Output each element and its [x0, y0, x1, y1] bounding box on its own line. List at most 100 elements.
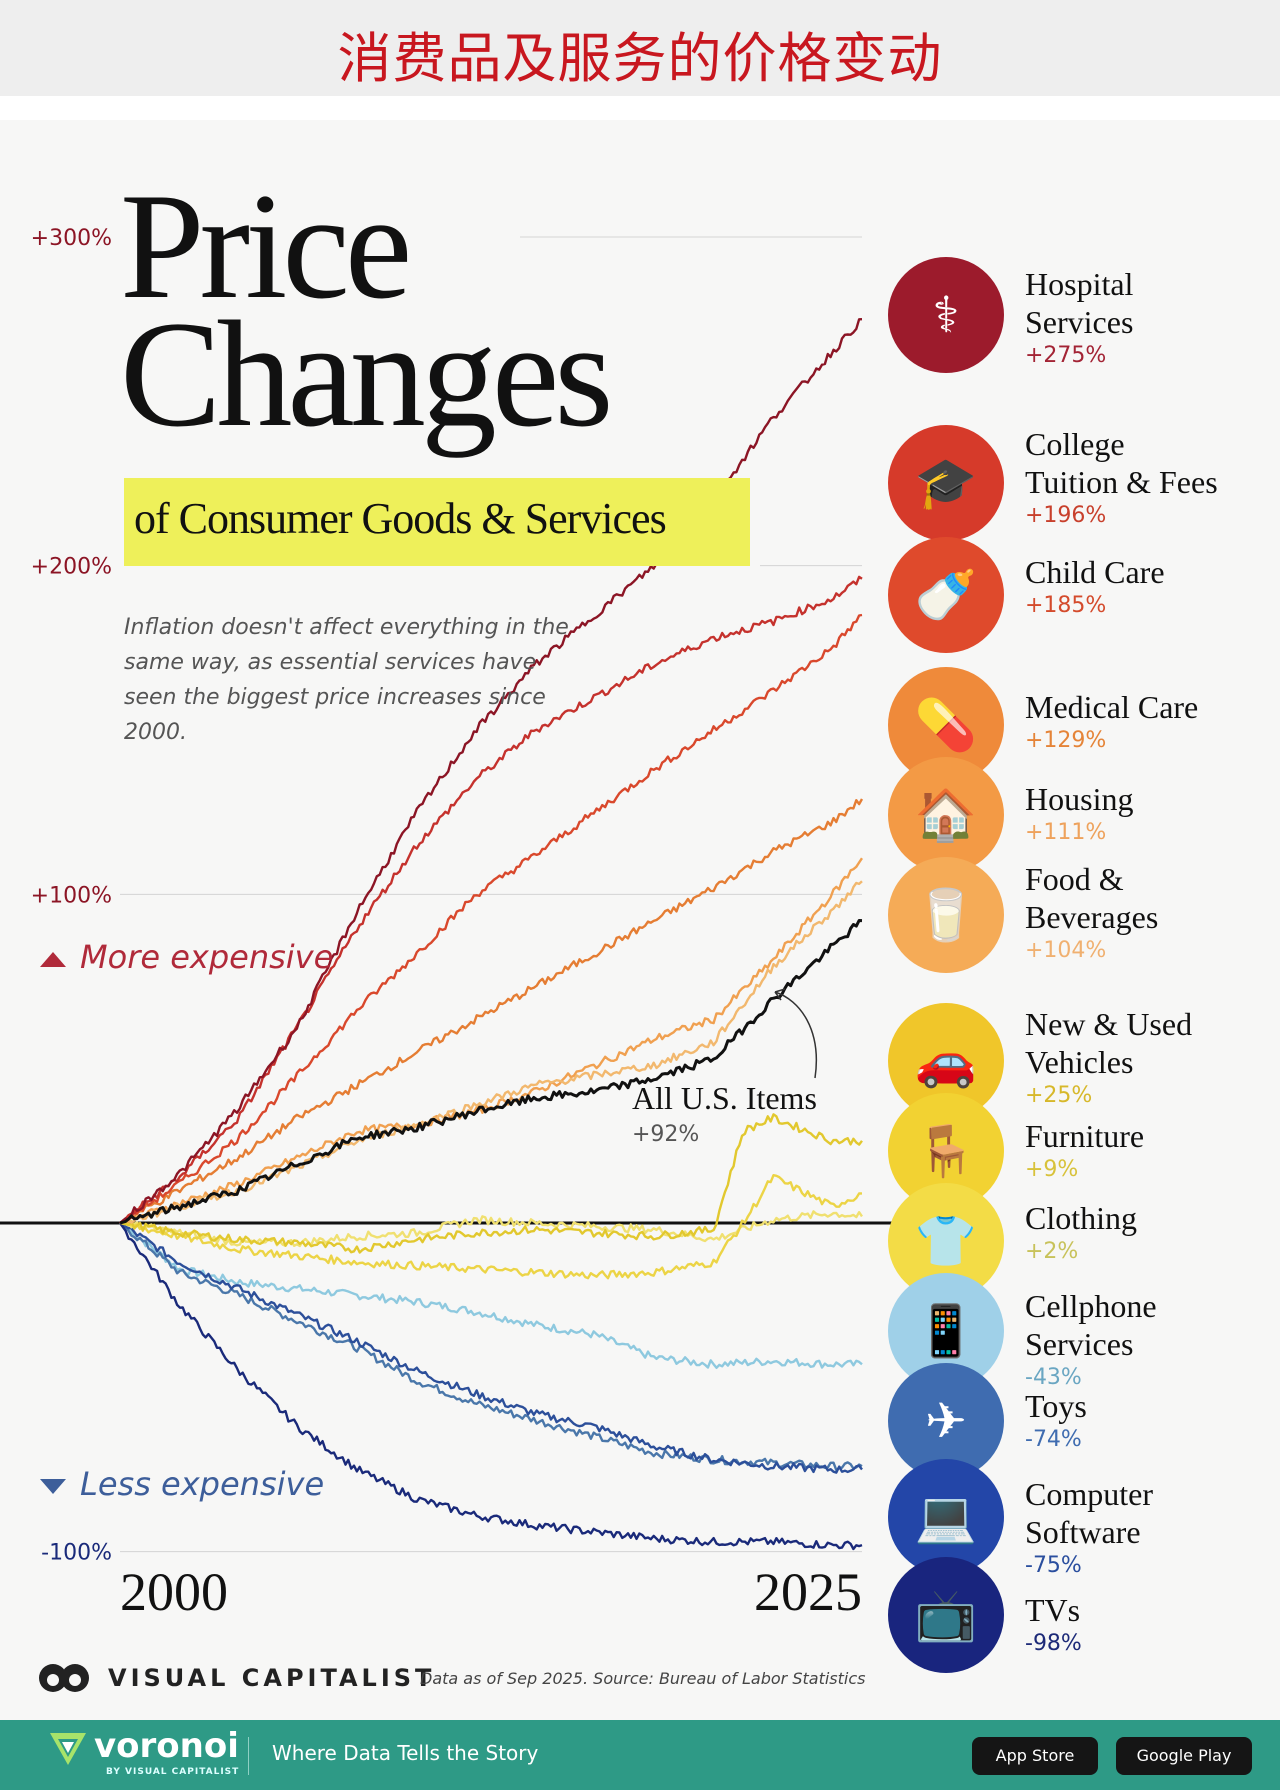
category-name: Computer Software	[1025, 1475, 1275, 1551]
category-name-line: New & Used	[1025, 1006, 1193, 1042]
less-expensive-marker: Less expensive	[40, 1465, 324, 1503]
category-name-line: Computer	[1025, 1476, 1153, 1512]
title-line-2: Changes	[120, 290, 613, 458]
baby-bottle-icon: 🍼	[914, 567, 978, 623]
app-store-button[interactable]: App Store	[972, 1737, 1098, 1775]
series-line-child-care	[119, 613, 863, 1225]
category-pct: +129%	[1025, 728, 1107, 753]
series-line-housing	[119, 857, 863, 1225]
banner-title: 消费品及服务的价格变动	[337, 27, 943, 90]
series-line-all-u-s-items	[119, 919, 863, 1225]
visual-capitalist-logo-icon	[39, 1664, 89, 1692]
y-tick-label: +200%	[31, 555, 112, 580]
stethoscope-icon: ⚕	[932, 287, 960, 343]
down-triangle-icon	[40, 1478, 66, 1494]
subtitle-highlight	[124, 478, 750, 566]
category-name-line: Clothing	[1025, 1200, 1138, 1236]
series-line-medical-care	[119, 798, 864, 1225]
toy-plane-icon: ✈	[925, 1393, 967, 1449]
category-name-line: Medical Care	[1025, 689, 1199, 725]
series-line-food-beverages	[119, 880, 863, 1225]
category-circle: ⚕	[888, 257, 1004, 373]
top-banner: 消费品及服务的价格变动	[0, 0, 1280, 96]
google-play-button[interactable]: Google Play	[1116, 1737, 1252, 1775]
category-pct: -74%	[1025, 1427, 1082, 1452]
phone-icon: 📱	[914, 1303, 978, 1359]
category-name: Clothing	[1025, 1199, 1275, 1237]
footer-tagline: Where Data Tells the Story	[272, 1741, 539, 1765]
armchair-icon: 🪑	[914, 1123, 978, 1179]
category-name-line: TVs	[1025, 1592, 1081, 1628]
category-name: College Tuition & Fees	[1025, 425, 1275, 501]
category-name-line: Toys	[1025, 1388, 1087, 1424]
category-name-line: College	[1025, 426, 1125, 462]
x-tick-label: 2025	[754, 1562, 862, 1622]
category-circle: 🍼	[888, 537, 1004, 653]
line-chart: +300% +200% +100% -100% 2000 2025	[0, 226, 900, 1622]
laptop-icon: 💻	[914, 1489, 978, 1545]
series-line-tvs	[119, 1222, 863, 1551]
category-name-line: Cellphone	[1025, 1288, 1157, 1324]
category-pct: +104%	[1025, 938, 1107, 963]
series-line-new-used-vehicles	[119, 1113, 863, 1254]
category-name: Child Care	[1025, 553, 1275, 591]
series-line-college-tuition-fees	[119, 575, 863, 1224]
voronoi-brand: voronoi	[94, 1726, 239, 1766]
less-expensive-label: Less expensive	[80, 1465, 325, 1503]
series-line-furniture	[119, 1174, 863, 1280]
category-circle: 📺	[888, 1557, 1004, 1673]
category-name-line: Food &	[1025, 861, 1124, 897]
subtitle: of Consumer Goods & Services	[134, 494, 667, 543]
annotation-arrow	[774, 991, 817, 1079]
category-pct: -98%	[1025, 1631, 1082, 1656]
category-name-line: Vehicles	[1025, 1044, 1134, 1080]
tv-icon: 📺	[914, 1587, 978, 1643]
voronoi-byline: BY VISUAL CAPITALIST	[106, 1767, 240, 1777]
category-name: Hospital Services	[1025, 265, 1275, 341]
milk-bottle-icon: 🥛	[914, 887, 978, 943]
series-line-hospital-services	[119, 318, 863, 1224]
category-name: Furniture	[1025, 1117, 1275, 1155]
category-pct: +185%	[1025, 593, 1107, 618]
up-triangle-icon	[40, 951, 66, 967]
category-pct: +2%	[1025, 1239, 1079, 1264]
category-name: Food & Beverages	[1025, 860, 1275, 936]
arrow-head	[774, 988, 786, 1001]
category-name-line: Hospital	[1025, 266, 1134, 302]
category-name: Cellphone Services	[1025, 1287, 1275, 1363]
category-circle: 👕	[888, 1183, 1004, 1299]
category-circle: 🏠	[888, 757, 1004, 873]
category-name-line: Housing	[1025, 781, 1134, 817]
car-icon: 🚗	[914, 1033, 978, 1089]
all-items-label: All U.S. Items	[632, 1080, 817, 1116]
category-pct: -75%	[1025, 1553, 1082, 1578]
category-name-line: Child Care	[1025, 554, 1165, 590]
category-name-line: Tuition & Fees	[1025, 464, 1218, 500]
category-circle: 📱	[888, 1273, 1004, 1389]
y-tick-label: +300%	[31, 226, 112, 251]
category-name: Housing	[1025, 780, 1275, 818]
series-line-computer-software	[119, 1221, 863, 1474]
category-name-line: Beverages	[1025, 899, 1159, 935]
folded-clothes-icon: 👕	[914, 1213, 978, 1269]
category-pct: +9%	[1025, 1157, 1079, 1182]
category-circle: 🥛	[888, 857, 1004, 973]
category-name: TVs	[1025, 1591, 1275, 1629]
infographic-card	[0, 120, 1280, 1720]
series-line-toys	[119, 1222, 863, 1472]
graduation-cap-icon: 🎓	[914, 455, 978, 511]
category-pct: -43%	[1025, 1365, 1082, 1390]
description-text: Inflation doesn't affect everything in t…	[124, 615, 569, 745]
y-tick-label: -100%	[41, 1541, 112, 1566]
category-circle: 💻	[888, 1459, 1004, 1575]
category-name: Medical Care	[1025, 688, 1275, 726]
category-name: New & Used Vehicles	[1025, 1005, 1275, 1081]
category-name-line: Software	[1025, 1514, 1141, 1550]
x-tick-label: 2000	[120, 1562, 228, 1622]
data-source: Data as of Sep 2025. Source: Bureau of L…	[420, 1669, 866, 1688]
pill-bottle-icon: 💊	[914, 697, 978, 753]
more-expensive-marker: More expensive	[40, 938, 333, 976]
category-pct: +275%	[1025, 343, 1107, 368]
visual-capitalist-brand: VISUAL CAPITALIST	[108, 1664, 436, 1692]
category-circle: 🎓	[888, 425, 1004, 541]
